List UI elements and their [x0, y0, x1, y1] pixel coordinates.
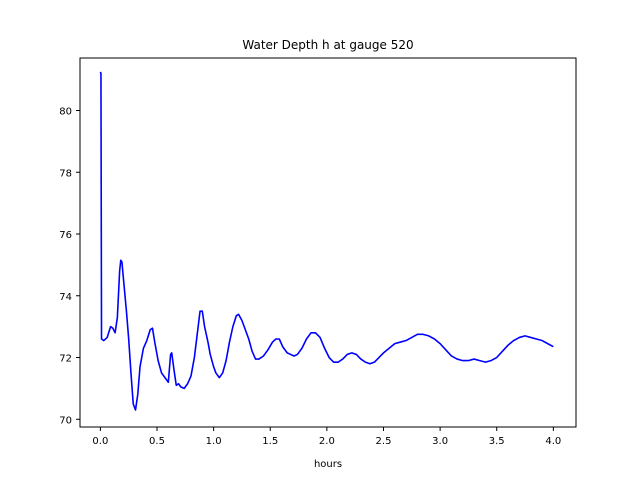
series-line [99, 71, 554, 411]
x-tick-label: 3.0 [432, 436, 448, 447]
y-tick-label: 72 [59, 354, 72, 365]
axes-frame [79, 57, 577, 428]
plot-area [99, 71, 554, 411]
x-tick-label: 1.5 [262, 436, 278, 447]
y-tick-label: 76 [59, 230, 72, 241]
x-tick-label: 0.5 [149, 436, 165, 447]
x-tick-label: 2.0 [319, 436, 335, 447]
x-axis-label: hours [314, 459, 342, 470]
y-tick-label: 80 [59, 106, 72, 117]
x-axis: 0.0 0.5 1.0 1.5 2.0 2.5 3.0 3.5 4.0 [92, 427, 561, 447]
x-tick-label: 0.0 [92, 436, 108, 447]
chart-title: Water Depth h at gauge 520 [242, 38, 413, 52]
x-tick-label: 2.5 [376, 436, 392, 447]
y-tick-label: 74 [59, 292, 72, 303]
y-tick-label: 78 [59, 168, 72, 179]
y-tick-label: 70 [59, 415, 72, 426]
x-tick-label: 3.5 [489, 436, 505, 447]
y-axis: 70 72 74 76 78 80 [59, 106, 80, 426]
x-tick-label: 1.0 [206, 436, 222, 447]
x-tick-label: 4.0 [545, 436, 561, 447]
